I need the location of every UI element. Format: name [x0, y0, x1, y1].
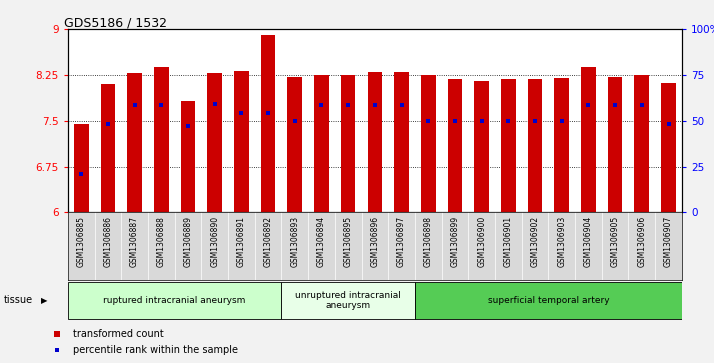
- Bar: [528, 79, 543, 212]
- Bar: [181, 101, 196, 212]
- Text: superficial temporal artery: superficial temporal artery: [488, 296, 609, 305]
- Bar: [608, 77, 623, 212]
- Bar: [448, 79, 462, 212]
- Text: GSM1306886: GSM1306886: [104, 216, 112, 267]
- Text: GSM1306906: GSM1306906: [638, 216, 646, 267]
- Text: GSM1306897: GSM1306897: [397, 216, 406, 267]
- Text: GSM1306905: GSM1306905: [610, 216, 620, 267]
- Text: GSM1306904: GSM1306904: [584, 216, 593, 267]
- Bar: [394, 72, 409, 212]
- Bar: [661, 83, 676, 212]
- Text: GSM1306903: GSM1306903: [557, 216, 566, 267]
- Text: ▶: ▶: [41, 296, 48, 305]
- Bar: [207, 73, 222, 212]
- Text: GSM1306891: GSM1306891: [237, 216, 246, 267]
- Text: GSM1306887: GSM1306887: [130, 216, 139, 267]
- Text: unruptured intracranial
aneurysm: unruptured intracranial aneurysm: [295, 291, 401, 310]
- Bar: [154, 67, 169, 212]
- Text: GSM1306893: GSM1306893: [291, 216, 299, 267]
- Text: GSM1306907: GSM1306907: [664, 216, 673, 267]
- Text: GSM1306895: GSM1306895: [343, 216, 353, 267]
- Text: GSM1306898: GSM1306898: [423, 216, 433, 267]
- Bar: [474, 81, 489, 212]
- Text: percentile rank within the sample: percentile rank within the sample: [74, 345, 238, 355]
- Bar: [554, 78, 569, 212]
- FancyBboxPatch shape: [281, 282, 415, 319]
- Bar: [581, 67, 595, 212]
- Text: GSM1306892: GSM1306892: [263, 216, 273, 267]
- Text: GSM1306896: GSM1306896: [371, 216, 379, 267]
- FancyBboxPatch shape: [68, 282, 281, 319]
- Text: transformed count: transformed count: [74, 329, 164, 339]
- Text: GSM1306890: GSM1306890: [210, 216, 219, 267]
- Bar: [127, 73, 142, 212]
- Bar: [314, 75, 328, 212]
- Text: ruptured intracranial aneurysm: ruptured intracranial aneurysm: [104, 296, 246, 305]
- Text: GSM1306902: GSM1306902: [531, 216, 540, 267]
- Bar: [368, 72, 382, 212]
- Text: GSM1306888: GSM1306888: [157, 216, 166, 266]
- Text: tissue: tissue: [4, 295, 33, 305]
- Text: GSM1306900: GSM1306900: [477, 216, 486, 267]
- Bar: [288, 77, 302, 212]
- Text: GDS5186 / 1532: GDS5186 / 1532: [64, 16, 167, 29]
- Bar: [341, 75, 356, 212]
- Bar: [421, 75, 436, 212]
- Bar: [261, 35, 276, 212]
- Text: GSM1306889: GSM1306889: [183, 216, 193, 267]
- Bar: [101, 84, 115, 212]
- Text: GSM1306901: GSM1306901: [504, 216, 513, 267]
- Text: GSM1306899: GSM1306899: [451, 216, 459, 267]
- Bar: [635, 75, 649, 212]
- Text: GSM1306894: GSM1306894: [317, 216, 326, 267]
- Bar: [501, 79, 516, 212]
- Bar: [234, 70, 248, 212]
- Bar: [74, 124, 89, 212]
- Text: GSM1306885: GSM1306885: [76, 216, 86, 267]
- FancyBboxPatch shape: [415, 282, 682, 319]
